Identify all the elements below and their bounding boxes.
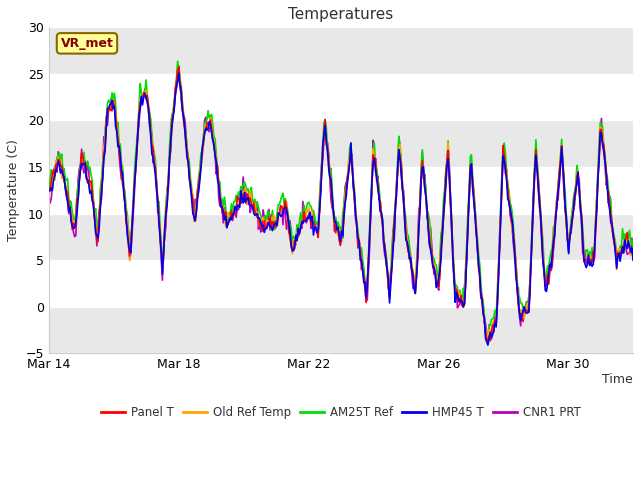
Bar <box>49 307 633 353</box>
Title: Temperatures: Temperatures <box>289 7 394 22</box>
X-axis label: Time: Time <box>602 372 633 386</box>
Y-axis label: Temperature (C): Temperature (C) <box>7 139 20 241</box>
Legend: Panel T, Old Ref Temp, AM25T Ref, HMP45 T, CNR1 PRT: Panel T, Old Ref Temp, AM25T Ref, HMP45 … <box>97 402 585 424</box>
Bar <box>49 120 633 167</box>
Bar <box>49 27 633 74</box>
Text: VR_met: VR_met <box>61 37 113 50</box>
Bar <box>49 214 633 260</box>
